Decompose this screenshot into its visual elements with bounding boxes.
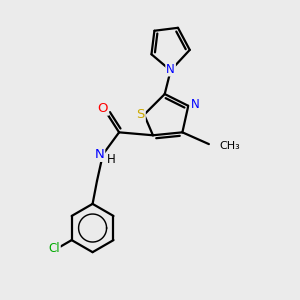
- Text: Cl: Cl: [48, 242, 60, 254]
- Text: N: N: [94, 148, 104, 161]
- Text: CH₃: CH₃: [219, 141, 240, 151]
- Text: O: O: [98, 102, 108, 115]
- Text: S: S: [136, 108, 145, 121]
- Text: H: H: [107, 153, 116, 166]
- Text: N: N: [166, 62, 175, 76]
- Text: N: N: [190, 98, 199, 111]
